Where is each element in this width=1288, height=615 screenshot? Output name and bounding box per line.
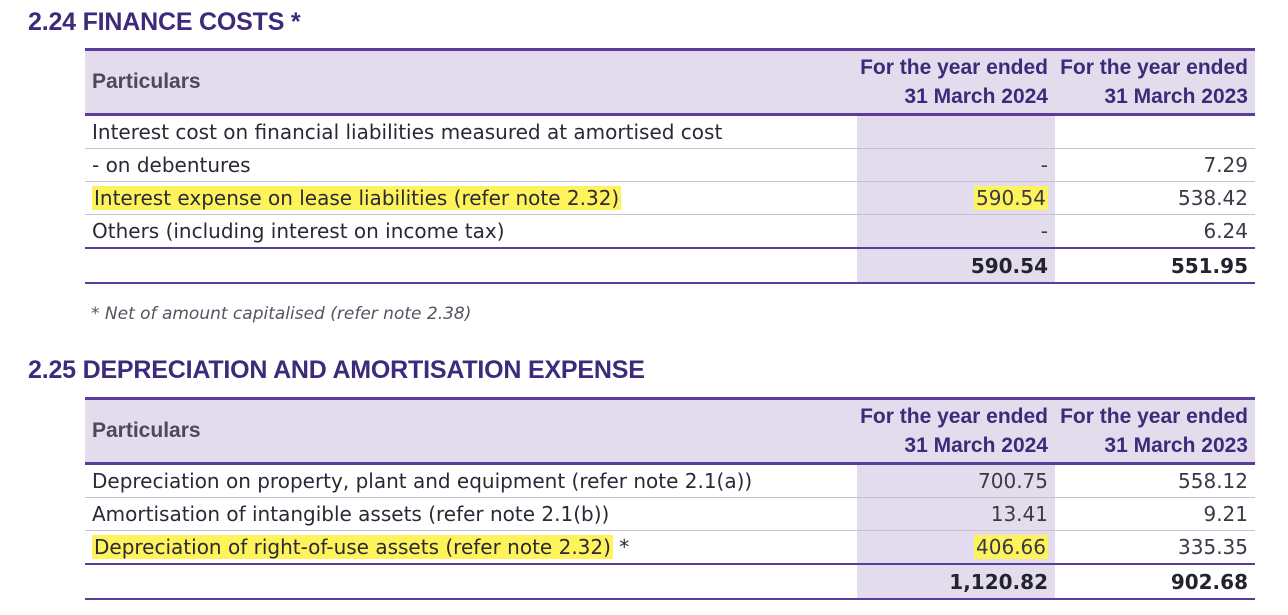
table-row: Interest cost on financial liabilities m… — [85, 114, 1255, 149]
value-2024: 700.75 — [857, 463, 1055, 498]
depreciation-table: Particulars For the year ended 31 March … — [85, 397, 1255, 600]
value-2023: 7.29 — [1055, 148, 1255, 182]
total-2023: 551.95 — [1055, 247, 1255, 284]
table-row: Amortisation of intangible assets (refer… — [85, 497, 1255, 531]
value-2023: 335.35 — [1055, 530, 1255, 565]
highlighted-value-2024: 406.66 — [974, 535, 1048, 559]
total-2024: 1,120.82 — [857, 563, 1055, 600]
highlighted-value-2024: 590.54 — [974, 186, 1048, 210]
section-heading-finance-costs: 2.24 FINANCE COSTS * — [28, 8, 301, 36]
column-header-2023-line1: For the year ended — [1060, 405, 1248, 428]
total-2024: 590.54 — [857, 247, 1055, 284]
column-header-2024: For the year ended 31 March 2024 — [857, 50, 1055, 115]
total-label-cell — [85, 247, 857, 284]
section-heading-depreciation: 2.25 DEPRECIATION AND AMORTISATION EXPEN… — [28, 356, 645, 384]
row-label-suffix: * — [612, 535, 630, 559]
value-2024 — [857, 114, 1055, 149]
value-2023: 6.24 — [1055, 214, 1255, 249]
column-header-2024-line2: 31 March 2024 — [904, 434, 1048, 457]
table-row: Depreciation of right-of-use assets (ref… — [85, 530, 1255, 565]
table-row: Depreciation on property, plant and equi… — [85, 463, 1255, 498]
column-header-2023: For the year ended 31 March 2023 — [1055, 399, 1255, 464]
column-header-2023-line2: 31 March 2023 — [1104, 434, 1248, 457]
table-row: Others (including interest on income tax… — [85, 214, 1255, 249]
table-row: - on debentures - 7.29 — [85, 148, 1255, 182]
footnote: * Net of amount capitalised (refer note … — [91, 304, 472, 324]
particulars-header: Particulars — [92, 419, 201, 442]
value-2024: - — [857, 148, 1055, 182]
row-label: - on debentures — [85, 148, 857, 182]
column-header-2024-line2: 31 March 2024 — [904, 85, 1048, 108]
row-label-cell: Depreciation of right-of-use assets (ref… — [85, 530, 857, 565]
table-row: Interest expense on lease liabilities (r… — [85, 181, 1255, 215]
column-header-2024-line1: For the year ended — [860, 405, 1048, 428]
highlighted-row-label: Interest expense on lease liabilities (r… — [92, 186, 622, 210]
value-2023: 558.12 — [1055, 463, 1255, 498]
value-2023: 538.42 — [1055, 181, 1255, 215]
column-header-2023: For the year ended 31 March 2023 — [1055, 50, 1255, 115]
row-label: Amortisation of intangible assets (refer… — [85, 497, 857, 531]
column-header-2023-line1: For the year ended — [1060, 56, 1248, 79]
column-header-2024: For the year ended 31 March 2024 — [857, 399, 1055, 464]
table-header-row: Particulars For the year ended 31 March … — [85, 398, 1255, 464]
value-2024: 13.41 — [857, 497, 1055, 531]
total-row: 1,120.82 902.68 — [85, 563, 1255, 600]
value-2024-cell: 590.54 — [857, 181, 1055, 215]
value-2024: - — [857, 214, 1055, 249]
value-2023: 9.21 — [1055, 497, 1255, 531]
row-label: Others (including interest on income tax… — [85, 214, 857, 249]
row-label: Interest cost on financial liabilities m… — [85, 114, 857, 149]
total-row: 590.54 551.95 — [85, 247, 1255, 284]
particulars-header: Particulars — [92, 70, 201, 93]
column-header-2024-line1: For the year ended — [860, 56, 1048, 79]
total-2023: 902.68 — [1055, 563, 1255, 600]
value-2024-cell: 406.66 — [857, 530, 1055, 565]
table-header-row: Particulars For the year ended 31 March … — [85, 49, 1255, 115]
row-label-cell: Interest expense on lease liabilities (r… — [85, 181, 857, 215]
highlighted-row-label: Depreciation of right-of-use assets (ref… — [92, 535, 613, 559]
row-label: Depreciation on property, plant and equi… — [85, 463, 857, 498]
finance-costs-table: Particulars For the year ended 31 March … — [85, 48, 1255, 284]
total-label-cell — [85, 563, 857, 600]
value-2023 — [1055, 114, 1255, 149]
column-header-2023-line2: 31 March 2023 — [1104, 85, 1248, 108]
